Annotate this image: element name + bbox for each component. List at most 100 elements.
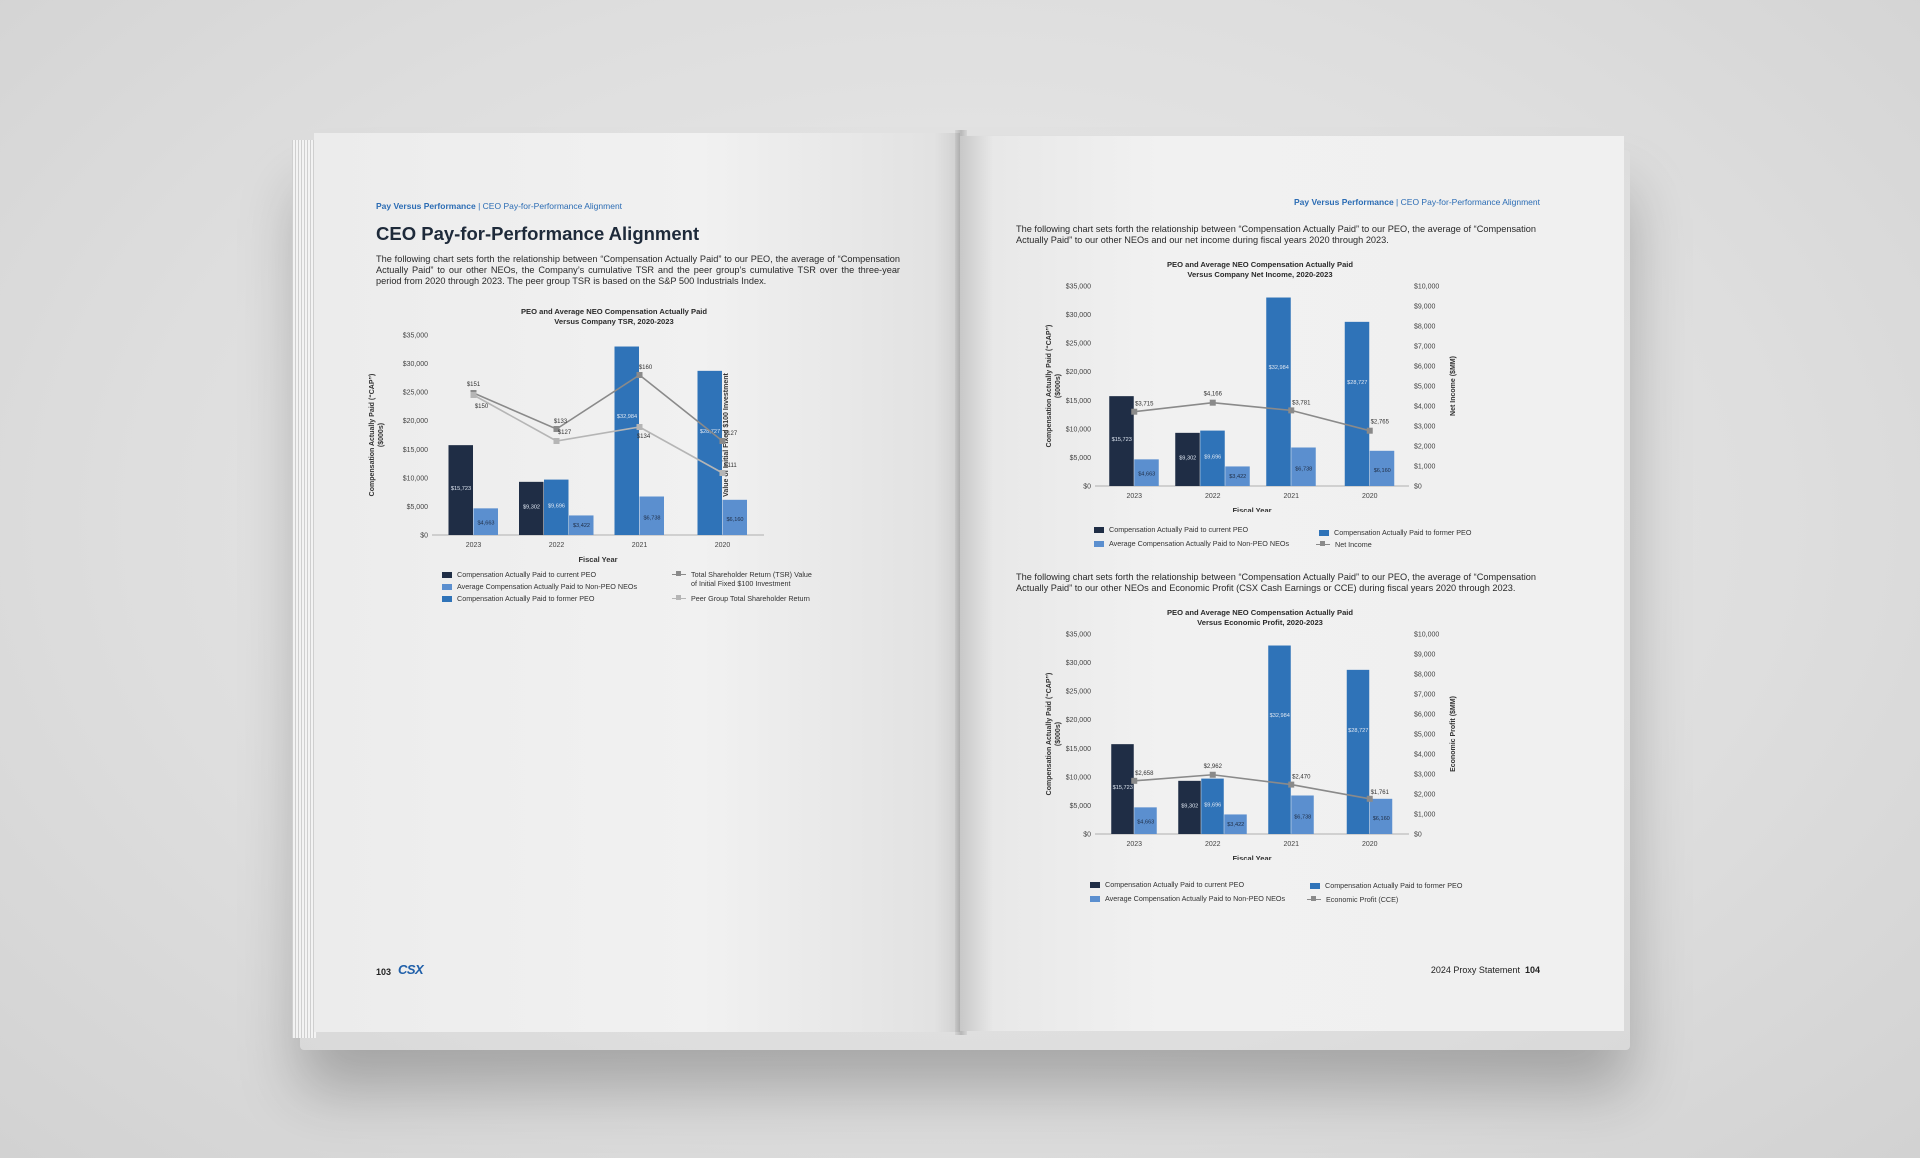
legend-label: Average Compensation Actually Paid to No… <box>457 582 638 591</box>
bar-data-label: $4,663 <box>477 520 494 526</box>
page-number-left: 103 <box>376 967 392 977</box>
y-tick-label: $35,000 <box>1066 284 1091 291</box>
net-income-chart-legend: Compensation Actually Paid to current PE… <box>1094 525 1494 553</box>
y-tick-label: $35,000 <box>1066 632 1091 639</box>
bar-data-label: $6,160 <box>1374 468 1391 474</box>
x-axis-title: Fiscal Year <box>1232 854 1271 860</box>
series-line-0 <box>1134 401 1370 432</box>
y-tick-label: $5,000 <box>1070 803 1092 810</box>
y-tick-label: $0 <box>1083 832 1091 839</box>
bar-non-peo <box>1369 450 1395 486</box>
bar-current-peo <box>1111 744 1134 834</box>
line-data-label: $151 <box>467 382 481 388</box>
legend-label: Net Income <box>1335 540 1372 549</box>
bar-data-label: $28,727 <box>1348 728 1368 734</box>
x-tick-label: 2020 <box>715 542 731 549</box>
line-data-label: $150 <box>475 404 489 410</box>
legend-item-peer-tsr: Peer Group Total Shareholder Return <box>672 594 810 603</box>
line-data-label: $4,166 <box>1204 392 1223 398</box>
running-head: Pay Versus Performance | CEO Pay-for-Per… <box>376 201 622 211</box>
tsr-chart-title: PEO and Average NEO Compensation Actuall… <box>464 307 764 326</box>
legend-swatch <box>442 596 452 602</box>
legend-swatch <box>1094 541 1104 547</box>
y2-tick-label: $4,000 <box>1414 752 1436 759</box>
bar-current-peo <box>519 481 544 535</box>
y-tick-label: $10,000 <box>403 475 428 482</box>
bar-data-label: $9,302 <box>1179 455 1196 461</box>
line-marker <box>1366 427 1373 434</box>
net-income-paragraph: The following chart sets forth the relat… <box>1016 224 1536 245</box>
running-head-section: Pay Versus Performance <box>376 201 476 211</box>
series-line-0 <box>473 374 723 442</box>
bar-data-label: $3,422 <box>573 523 590 529</box>
line-data-label: $1,761 <box>1371 790 1390 796</box>
y-tick-label: $25,000 <box>1066 689 1091 696</box>
bar-data-label: $9,696 <box>548 503 565 509</box>
line-marker <box>1288 781 1295 788</box>
bar-former-peo <box>697 370 722 535</box>
line-marker <box>1209 771 1216 778</box>
bar-data-label: $3,422 <box>1227 822 1244 828</box>
y2-tick-label: $3,000 <box>1414 772 1436 779</box>
legend-label: Peer Group Total Shareholder Return <box>691 594 810 603</box>
bar-former-peo <box>1200 430 1225 486</box>
bar-data-label: $9,302 <box>1181 803 1198 809</box>
bar-non-peo <box>639 496 664 535</box>
bar-former-peo <box>1344 321 1370 486</box>
y2-tick-label: $5,000 <box>1414 384 1436 391</box>
bar-former-peo <box>1201 778 1224 834</box>
bar-current-peo <box>1178 780 1201 834</box>
series-line-1 <box>473 394 723 474</box>
running-head-separator: | <box>1396 197 1399 207</box>
y2-tick-label: $9,000 <box>1414 652 1436 659</box>
y-tick-label: $5,000 <box>1070 455 1092 462</box>
bar-current-peo <box>1175 432 1200 486</box>
y2-tick-label: $1,000 <box>1414 464 1436 471</box>
legend-label: Compensation Actually Paid to current PE… <box>1105 880 1245 889</box>
csx-logo: CSX <box>398 962 424 977</box>
bar-data-label: $6,160 <box>726 517 743 523</box>
line-data-label: $2,765 <box>1371 420 1390 426</box>
bar-data-label: $9,696 <box>1204 454 1221 460</box>
legend-line-symbol <box>672 570 686 578</box>
legend-line-symbol <box>672 594 686 602</box>
x-tick-label: 2022 <box>1205 841 1221 848</box>
bar-non-peo <box>1291 795 1314 834</box>
y2-tick-label: $8,000 <box>1414 324 1436 331</box>
bar-non-peo <box>1224 814 1247 834</box>
line-marker <box>1288 407 1295 414</box>
legend-item-non-peo: Average Compensation Actually Paid to No… <box>1090 894 1285 903</box>
bar-current-peo <box>448 445 473 535</box>
x-tick-label: 2020 <box>1362 493 1378 500</box>
y2-tick-label: $6,000 <box>1414 364 1436 371</box>
bar-data-label: $28,727 <box>700 429 720 435</box>
y-tick-label: $35,000 <box>403 333 428 340</box>
bar-non-peo <box>1369 798 1393 834</box>
tsr-chart: $0 $5,000 $10,000 $15,000 $20,000 $25,000 $30,… <box>369 333 764 564</box>
y2-tick-label: $7,000 <box>1414 692 1436 699</box>
y2-tick-label: $4,000 <box>1414 404 1436 411</box>
legend-swatch <box>442 584 452 590</box>
line-marker <box>1366 795 1373 802</box>
running-head-subsection: CEO Pay-for-Performance Alignment <box>482 201 623 211</box>
net-income-chart-title-line1: PEO and Average NEO Compensation Actuall… <box>1166 260 1354 269</box>
bar-data-label: $15,723 <box>1112 437 1132 443</box>
line-marker <box>719 438 726 444</box>
running-head-subsection: CEO Pay-for-Performance Alignment <box>1400 197 1540 207</box>
x-tick-label: 2020 <box>1362 841 1378 848</box>
legend-item-former-peo: Compensation Actually Paid to former PEO <box>442 594 594 603</box>
x-tick-label: 2022 <box>1205 493 1221 500</box>
y2-axis-title: Net Income ($MM) <box>1450 356 1457 416</box>
line-marker <box>1131 408 1138 415</box>
line-data-label: $111 <box>724 463 737 469</box>
line-marker <box>636 372 643 378</box>
y-tick-label: $20,000 <box>403 418 428 425</box>
y2-tick-label: $7,000 <box>1414 344 1436 351</box>
legend-item-former-peo: Compensation Actually Paid to former PEO <box>1310 881 1462 890</box>
legend-swatch <box>1090 882 1100 888</box>
legend-item-tsr: Total Shareholder Return (TSR) Value of … <box>672 570 812 588</box>
legend-label: Compensation Actually Paid to current PE… <box>1109 525 1249 534</box>
bar-data-label: $6,160 <box>1373 816 1390 822</box>
series-line-0 <box>1134 773 1370 800</box>
y-tick-label: $0 <box>420 533 428 540</box>
